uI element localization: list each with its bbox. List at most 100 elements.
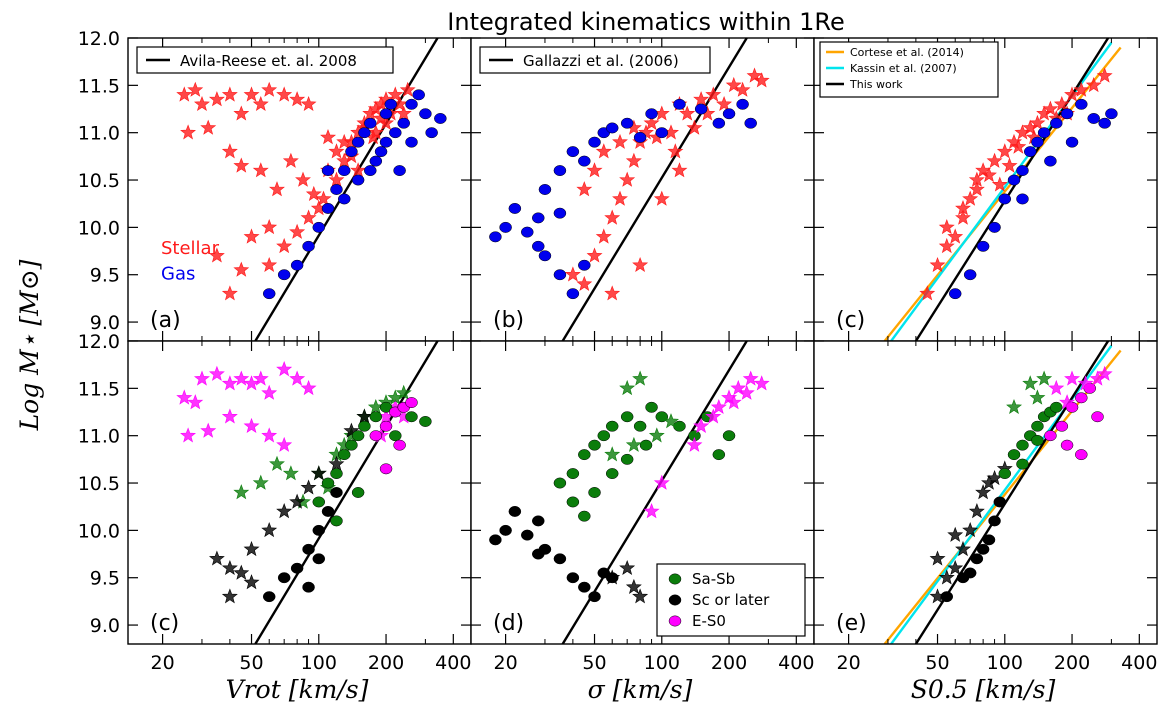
- star-marker: [1048, 379, 1065, 396]
- star-marker: [252, 162, 269, 178]
- panel-background: [471, 38, 814, 341]
- circle-marker: [321, 477, 335, 489]
- legend-marker: [668, 615, 682, 627]
- gas-label: Gas: [161, 263, 195, 284]
- circle-marker: [337, 165, 351, 177]
- y-tick-label: 10.0: [78, 520, 120, 542]
- circle-marker: [566, 572, 580, 584]
- circle-marker: [499, 524, 512, 536]
- y-tick-label: 12.0: [78, 331, 120, 353]
- circle-marker: [553, 207, 567, 219]
- circle-marker: [262, 288, 276, 300]
- legend-label: Kassin et al. (2007): [850, 62, 957, 75]
- circle-marker: [364, 117, 377, 129]
- x-tick-label: 200: [1054, 652, 1090, 674]
- circle-marker: [605, 468, 619, 480]
- star-marker: [619, 559, 636, 575]
- panel-background: [128, 341, 471, 644]
- circle-marker: [508, 202, 522, 214]
- star-marker: [746, 67, 763, 83]
- star-marker: [289, 493, 306, 509]
- star-marker: [282, 152, 299, 168]
- circle-marker: [405, 397, 418, 408]
- star-marker: [612, 133, 628, 149]
- y-axis-label: Log M⋆ [M⊙]: [15, 259, 44, 431]
- y-tick-label: 10.5: [78, 170, 120, 192]
- star-marker: [282, 465, 299, 481]
- circle-marker: [1031, 434, 1044, 446]
- star-marker: [1085, 76, 1102, 93]
- star-marker: [276, 237, 293, 254]
- legend-box: [479, 46, 711, 74]
- panel-letter: (d): [493, 611, 524, 636]
- star-marker: [643, 503, 660, 519]
- star-marker: [705, 86, 722, 102]
- star-marker: [221, 375, 238, 391]
- star-marker: [276, 86, 293, 102]
- star-marker: [233, 105, 250, 121]
- star-marker: [387, 86, 404, 102]
- circle-marker: [553, 269, 567, 281]
- circle-marker: [351, 136, 365, 148]
- star-marker: [653, 190, 670, 206]
- circle-marker: [379, 420, 393, 432]
- star-marker: [586, 162, 603, 178]
- circle-marker: [988, 221, 1001, 233]
- circle-marker: [302, 240, 315, 252]
- circle-marker: [1016, 439, 1029, 451]
- circle-marker: [948, 288, 962, 300]
- circle-marker: [1037, 127, 1051, 139]
- circle-marker: [405, 98, 418, 110]
- star-marker: [625, 152, 642, 168]
- star-marker: [243, 574, 260, 590]
- circle-marker: [532, 212, 545, 224]
- y-tick-label: 9.0: [90, 312, 120, 334]
- star-marker: [367, 100, 384, 116]
- circle-marker: [277, 572, 291, 584]
- circle-marker: [1007, 174, 1021, 186]
- star-marker: [328, 143, 345, 159]
- panel-letter: (e): [836, 611, 867, 636]
- y-tick-label: 9.5: [90, 568, 120, 590]
- circle-marker: [393, 165, 406, 177]
- circle-marker: [384, 98, 398, 110]
- circle-marker: [620, 411, 634, 423]
- x-tick-label: 400: [778, 652, 814, 674]
- star-marker: [261, 81, 278, 97]
- star-marker: [261, 219, 278, 235]
- circle-marker: [588, 136, 601, 148]
- star-marker: [1042, 100, 1059, 116]
- star-marker: [252, 474, 269, 490]
- star-marker: [187, 81, 204, 97]
- star-marker: [595, 143, 612, 159]
- circle-marker: [553, 477, 567, 489]
- star-marker: [686, 436, 703, 452]
- x-tick-label: 100: [301, 652, 337, 674]
- circle-marker: [337, 449, 351, 461]
- star-marker: [938, 569, 955, 585]
- legend-label: Gallazzi et al. (2006): [523, 52, 679, 70]
- circle-marker: [963, 567, 977, 579]
- star-marker: [208, 91, 225, 107]
- circle-marker: [645, 401, 658, 413]
- x-tick-label: 100: [987, 652, 1023, 674]
- star-marker: [328, 171, 345, 187]
- circle-marker: [425, 127, 438, 139]
- circle-marker: [970, 553, 984, 565]
- circle-marker: [578, 510, 591, 522]
- circle-marker: [397, 117, 410, 129]
- star-marker: [1001, 157, 1018, 173]
- star-marker: [252, 370, 269, 386]
- circle-marker: [1016, 165, 1029, 177]
- legend-label: Sc or later: [692, 591, 770, 609]
- star-marker: [725, 394, 742, 410]
- x-tick-label: 400: [435, 652, 471, 674]
- circle-marker: [330, 184, 343, 195]
- circle-marker: [351, 430, 365, 442]
- star-marker: [955, 540, 971, 557]
- star-marker: [653, 474, 670, 490]
- circle-marker: [1031, 136, 1044, 148]
- star-marker: [200, 119, 217, 135]
- fit-line: [561, 38, 748, 341]
- star-marker: [667, 143, 684, 159]
